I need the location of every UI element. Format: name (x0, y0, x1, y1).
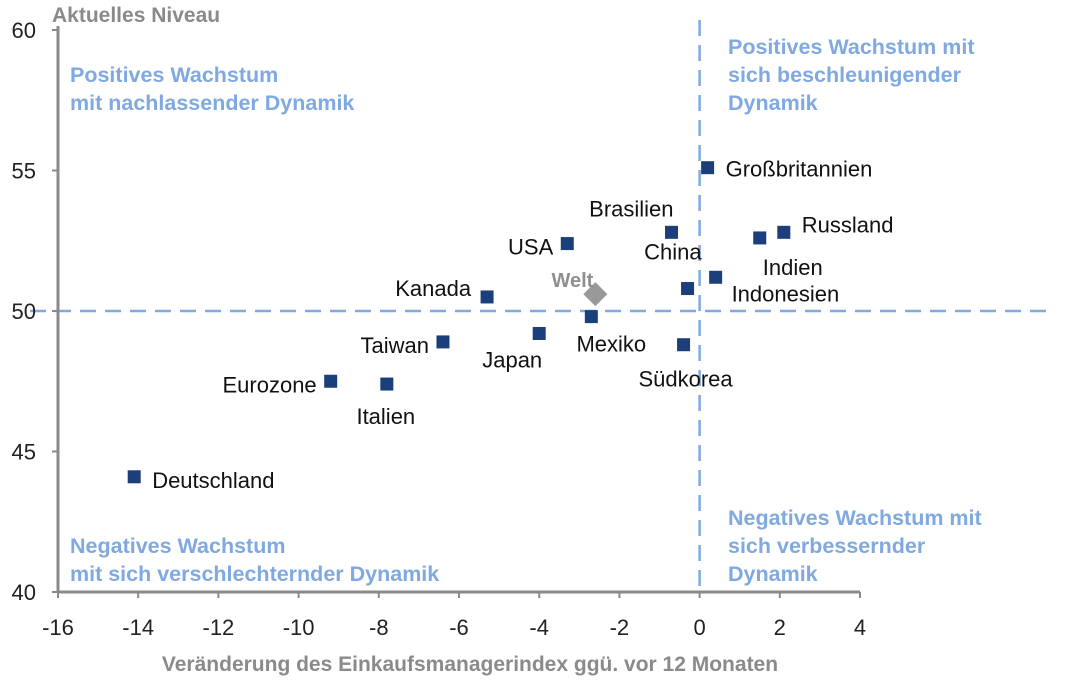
x-tick-label: -12 (203, 615, 235, 640)
data-point-label: Mexiko (576, 332, 646, 357)
data-point-label: Taiwan (360, 333, 428, 358)
x-tick-label: 4 (854, 615, 866, 640)
x-tick-label: -4 (529, 615, 549, 640)
x-tick-label: -2 (610, 615, 630, 640)
data-point (677, 338, 691, 352)
quadrant-label-bottom-right: sich verbessernder (728, 534, 926, 558)
data-point (681, 282, 695, 296)
data-point-label: Südkorea (638, 367, 733, 392)
x-tick-label: 0 (693, 615, 705, 640)
data-point (701, 161, 715, 175)
quadrant-label-top-right: sich beschleunigender (728, 63, 962, 87)
x-tick-label: -16 (42, 615, 74, 640)
axes: -16 -14 -12 -10 -8 -6 -4 -2 0 2 4 40 45 50 55 60 (12, 18, 867, 640)
data-point-label: Eurozone (222, 372, 316, 397)
quadrant-label-top-right: Positives Wachstum mit (728, 35, 975, 59)
y-tick-label: 40 (12, 580, 36, 605)
quadrant-label-bottom-left: Negatives Wachstum (70, 534, 285, 558)
quadrant-label-bottom-left: mit sich verschlechternder Dynamik (70, 562, 439, 586)
quadrant-label-top-left: Positives Wachstum (70, 63, 278, 87)
quadrant-annotations: Positives Wachstum mit nachlassender Dyna… (70, 35, 982, 586)
data-point (380, 377, 394, 391)
data-point (665, 225, 679, 239)
data-point (127, 470, 141, 484)
highlight-point-label: Welt (551, 270, 593, 292)
data-point (709, 270, 723, 284)
x-tick-label: -10 (283, 615, 315, 640)
data-point-label: Brasilien (589, 196, 673, 221)
data-point-label: Großbritannien (726, 157, 873, 182)
data-point-label: USA (508, 235, 554, 260)
x-tick-label: -14 (122, 615, 154, 640)
data-point-label: Italien (356, 404, 415, 429)
data-point (777, 225, 791, 239)
x-tick-label: -6 (449, 615, 469, 640)
data-point-label: China (644, 239, 702, 264)
data-point (480, 290, 494, 304)
data-point (324, 374, 338, 388)
y-tick-label: 55 (12, 159, 36, 184)
data-point (584, 310, 598, 324)
highlight-point (583, 282, 608, 307)
data-point (532, 326, 546, 340)
x-tick-label: 2 (774, 615, 786, 640)
data-point-label: Russland (802, 212, 894, 237)
data-point-label: Deutschland (152, 468, 274, 493)
y-axis-title: Aktuelles Niveau (52, 4, 220, 27)
data-point (560, 237, 574, 251)
x-tick-label: -8 (369, 615, 389, 640)
y-tick-label: 60 (12, 18, 36, 43)
data-point-label: Indonesien (732, 282, 840, 307)
y-tick-label: 45 (12, 440, 36, 465)
data-point (753, 231, 767, 245)
data-point-label: Japan (482, 347, 542, 372)
data-point-label: Kanada (395, 276, 472, 301)
quadrant-label-top-right: Dynamik (728, 91, 818, 115)
reference-lines (30, 20, 1055, 592)
y-tick-label: 50 (12, 299, 36, 324)
data-point (436, 335, 450, 349)
data-point-label: Indien (763, 255, 823, 280)
quadrant-label-top-left: mit nachlassender Dynamik (70, 91, 354, 115)
quadrant-label-bottom-right: Dynamik (728, 562, 818, 586)
data-points: Großbritannien Brasilien Russland Indien USA… (127, 157, 894, 493)
quadrant-label-bottom-right: Negatives Wachstum mit (728, 506, 982, 530)
x-axis-title: Veränderung des Einkaufsmanagerindex ggü… (162, 653, 778, 676)
